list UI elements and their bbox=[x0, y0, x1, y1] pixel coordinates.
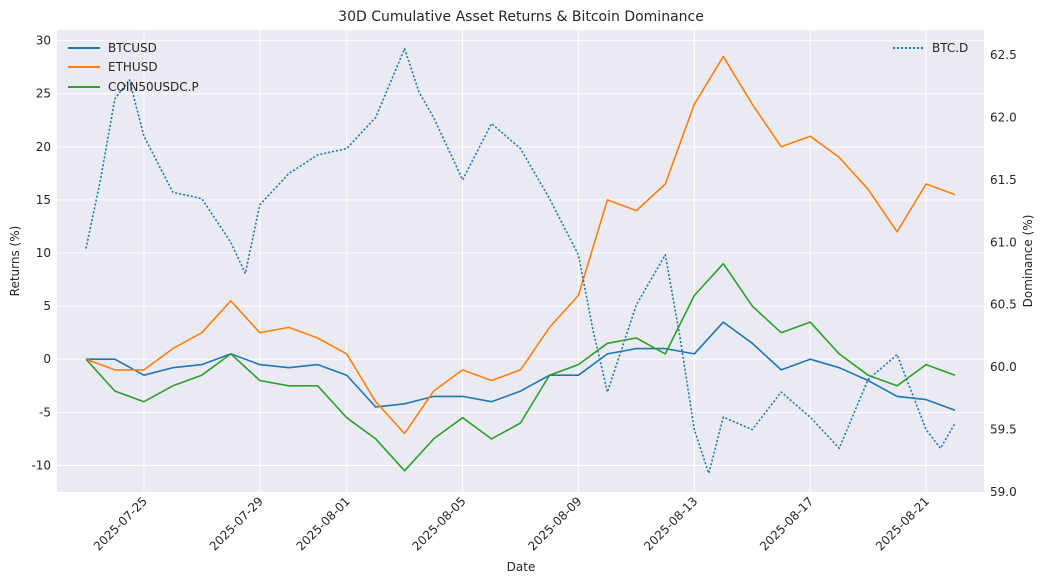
y-tick-label-2: 0 bbox=[43, 352, 51, 366]
y-tick-label-4: 10 bbox=[36, 246, 51, 260]
legend-label-btcd: BTC.D bbox=[932, 41, 968, 55]
x-tick-label-3: 2025-08-05 bbox=[409, 494, 468, 553]
x-tick-label-6: 2025-08-17 bbox=[757, 494, 816, 553]
x-tick-label-1: 2025-07-29 bbox=[207, 494, 266, 553]
legend-label-ethusd: ETHUSD bbox=[108, 60, 158, 74]
y2-tick-label-4: 61.0 bbox=[990, 235, 1017, 249]
series-line-ethusd bbox=[85, 55, 956, 435]
x-axis-title: Date bbox=[507, 560, 536, 574]
y-tick-label-8: 30 bbox=[36, 34, 51, 48]
x-tick-label-5: 2025-08-13 bbox=[641, 494, 700, 553]
legend-right: BTC.D bbox=[893, 41, 968, 55]
y2-tick-label-2: 60.0 bbox=[990, 360, 1017, 374]
grid bbox=[57, 30, 984, 492]
x-tick-label-2: 2025-08-01 bbox=[294, 494, 353, 553]
plot-background bbox=[57, 30, 984, 492]
y-tick-label-3: 5 bbox=[43, 299, 51, 313]
y-tick-label-0: -10 bbox=[31, 458, 51, 472]
x-tick-label-0: 2025-07-25 bbox=[91, 494, 150, 553]
y-tick-label-7: 25 bbox=[36, 87, 51, 101]
y2-tick-label-6: 62.0 bbox=[990, 110, 1017, 124]
x-tick-label-7: 2025-08-21 bbox=[873, 494, 932, 553]
x-tick-label-4: 2025-08-09 bbox=[525, 494, 584, 553]
y-tick-label-1: -5 bbox=[39, 405, 51, 419]
y2-tick-label-0: 59.0 bbox=[990, 485, 1017, 499]
y2-tick-label-7: 62.5 bbox=[990, 48, 1017, 62]
series-layer bbox=[85, 47, 956, 475]
y2-tick-label-3: 60.5 bbox=[990, 298, 1017, 312]
y-tick-label-5: 15 bbox=[36, 193, 51, 207]
y2-tick-label-1: 59.5 bbox=[990, 423, 1017, 437]
y2-axis-title: Dominance (%) bbox=[1021, 215, 1035, 308]
series-line-btc-d bbox=[85, 47, 956, 475]
legend-label-coin50: COIN50USDC.P bbox=[108, 80, 199, 94]
series-line-coin50usdc-p bbox=[85, 262, 956, 472]
y-axis-title: Returns (%) bbox=[8, 226, 22, 297]
legend-left: BTCUSD ETHUSD COIN50USDC.P bbox=[68, 41, 199, 94]
y2-tick-label-5: 61.5 bbox=[990, 173, 1017, 187]
y-tick-label-6: 20 bbox=[36, 140, 51, 154]
legend-label-btcusd: BTCUSD bbox=[108, 41, 157, 55]
chart-title: 30D Cumulative Asset Returns & Bitcoin D… bbox=[338, 9, 704, 25]
